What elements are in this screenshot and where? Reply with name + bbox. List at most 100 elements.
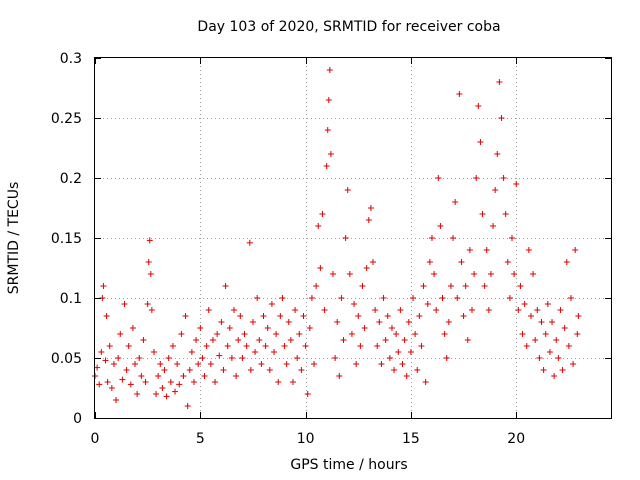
y-tick-label: 0 bbox=[73, 411, 82, 427]
y-tick-label: 0.2 bbox=[60, 171, 82, 187]
data-point bbox=[399, 361, 406, 367]
y-axis-label: SRMTID / TECUs bbox=[6, 182, 22, 295]
data-point bbox=[188, 349, 195, 355]
data-point bbox=[247, 367, 254, 373]
data-point bbox=[260, 313, 267, 319]
data-point bbox=[121, 301, 128, 307]
data-point bbox=[492, 187, 499, 193]
data-point bbox=[405, 319, 412, 325]
data-point bbox=[262, 343, 269, 349]
data-point bbox=[401, 337, 408, 343]
data-point bbox=[186, 367, 193, 373]
data-point bbox=[372, 307, 379, 313]
data-point bbox=[273, 331, 280, 337]
data-point bbox=[178, 331, 185, 337]
data-point bbox=[393, 331, 400, 337]
data-point bbox=[515, 307, 522, 313]
data-point bbox=[534, 307, 541, 313]
data-point bbox=[443, 355, 450, 361]
data-point bbox=[279, 295, 286, 301]
data-point bbox=[382, 337, 389, 343]
data-point bbox=[561, 325, 568, 331]
data-point bbox=[570, 361, 577, 367]
data-point bbox=[412, 331, 419, 337]
data-point bbox=[134, 391, 141, 397]
data-point bbox=[157, 361, 164, 367]
data-point bbox=[277, 313, 284, 319]
data-point bbox=[536, 355, 543, 361]
data-point bbox=[435, 175, 442, 181]
data-point bbox=[391, 367, 398, 373]
data-point bbox=[546, 349, 553, 355]
data-point bbox=[384, 313, 391, 319]
data-point bbox=[326, 67, 333, 73]
data-point bbox=[281, 343, 288, 349]
data-point bbox=[485, 307, 492, 313]
data-point bbox=[496, 79, 503, 85]
grid-lines bbox=[95, 58, 611, 418]
data-point bbox=[525, 247, 532, 253]
data-point bbox=[456, 91, 463, 97]
data-point bbox=[205, 307, 212, 313]
data-point bbox=[437, 223, 444, 229]
data-points bbox=[92, 67, 582, 409]
data-point bbox=[357, 343, 364, 349]
data-point bbox=[209, 337, 216, 343]
data-point bbox=[376, 319, 383, 325]
x-tick-label: 20 bbox=[507, 431, 525, 447]
data-point bbox=[148, 307, 155, 313]
data-point bbox=[117, 331, 124, 337]
data-point bbox=[553, 337, 560, 343]
data-point bbox=[426, 259, 433, 265]
data-point bbox=[342, 235, 349, 241]
data-point bbox=[363, 265, 370, 271]
data-point bbox=[159, 385, 166, 391]
data-point bbox=[477, 139, 484, 145]
data-point bbox=[146, 237, 153, 244]
data-point bbox=[572, 247, 579, 253]
data-point bbox=[348, 331, 355, 337]
data-point bbox=[115, 355, 122, 361]
data-point bbox=[237, 313, 244, 319]
data-point bbox=[165, 355, 172, 361]
data-point bbox=[557, 307, 564, 313]
data-point bbox=[338, 295, 345, 301]
data-point bbox=[355, 313, 362, 319]
data-point bbox=[287, 337, 294, 343]
data-point bbox=[544, 301, 551, 307]
data-point bbox=[439, 295, 446, 301]
data-point bbox=[418, 343, 425, 349]
data-point bbox=[420, 283, 427, 289]
data-point bbox=[102, 357, 109, 364]
data-point bbox=[201, 373, 208, 379]
data-point bbox=[268, 301, 275, 307]
data-point bbox=[315, 223, 322, 229]
data-point bbox=[319, 211, 326, 217]
data-point bbox=[233, 373, 240, 379]
data-point bbox=[441, 331, 448, 337]
data-point bbox=[136, 355, 143, 361]
data-point bbox=[475, 103, 482, 109]
data-point bbox=[104, 379, 111, 385]
data-point bbox=[332, 355, 339, 361]
data-point bbox=[359, 283, 366, 289]
data-point bbox=[428, 235, 435, 241]
data-point bbox=[416, 313, 423, 319]
data-point bbox=[462, 283, 469, 289]
data-point bbox=[346, 271, 353, 277]
data-point bbox=[98, 349, 105, 355]
data-point bbox=[433, 307, 440, 313]
data-point bbox=[506, 295, 513, 301]
data-point bbox=[324, 127, 331, 133]
data-point bbox=[231, 307, 238, 313]
data-point bbox=[511, 271, 518, 277]
data-point bbox=[574, 331, 581, 337]
data-point bbox=[527, 313, 534, 319]
data-point bbox=[304, 391, 311, 397]
data-point bbox=[504, 259, 511, 265]
data-point bbox=[513, 181, 520, 187]
data-point bbox=[108, 385, 115, 391]
data-point bbox=[144, 301, 151, 307]
data-point bbox=[367, 205, 374, 211]
